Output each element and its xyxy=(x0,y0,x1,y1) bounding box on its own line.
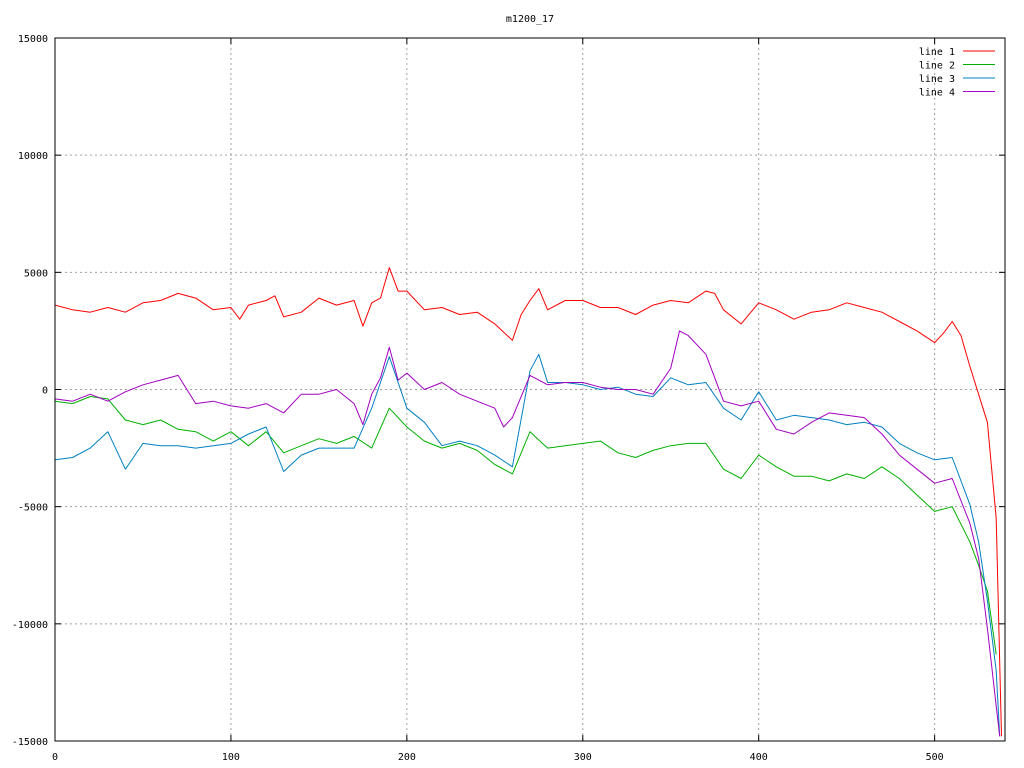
series-layer xyxy=(54,267,1002,737)
axis-ticks: 0 100 200 300 400 500 -15000 -10000 -5000 0 5000 10… xyxy=(12,34,1005,763)
grid-lines xyxy=(55,38,1005,741)
x-tick-label: 100 xyxy=(222,752,240,763)
legend-label-1: line 1 xyxy=(919,47,955,58)
y-tick-label: 15000 xyxy=(18,34,48,45)
series-line-2 xyxy=(54,396,997,655)
y-tick-label: 10000 xyxy=(18,151,48,162)
x-tick-label: 500 xyxy=(926,752,944,763)
x-tick-label: 0 xyxy=(52,752,58,763)
y-tick-label: 0 xyxy=(42,386,48,397)
legend-label-2: line 2 xyxy=(919,61,955,72)
legend-label-4: line 4 xyxy=(919,88,955,99)
x-tick-label: 400 xyxy=(750,752,768,763)
legend: line 1 line 2 line 3 line 4 xyxy=(919,47,995,99)
y-tick-label: -10000 xyxy=(12,620,48,631)
y-tick-label: -5000 xyxy=(18,503,48,514)
x-tick-label: 200 xyxy=(398,752,416,763)
legend-label-3: line 3 xyxy=(919,74,955,85)
y-tick-label: 5000 xyxy=(24,268,48,279)
chart-title: m1200_17 xyxy=(506,14,554,25)
y-tick-label: -15000 xyxy=(12,737,48,748)
series-line-3 xyxy=(54,353,1001,737)
series-line-4 xyxy=(54,330,1001,737)
series-line-1 xyxy=(54,267,1002,737)
x-tick-label: 300 xyxy=(574,752,592,763)
